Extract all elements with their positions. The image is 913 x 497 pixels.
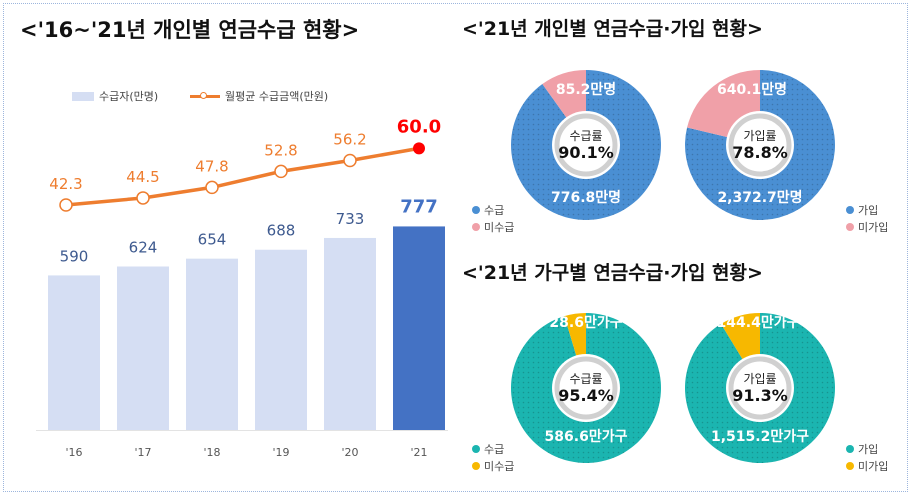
line-value-label: 42.3 bbox=[49, 175, 82, 193]
donut-minor-slice bbox=[721, 313, 760, 360]
donut-center-label: 가입률 bbox=[743, 129, 776, 143]
legend-household-pension-received: 수급 bbox=[472, 441, 504, 457]
line-point bbox=[274, 164, 288, 179]
legend-dot-teal bbox=[472, 445, 480, 453]
donut-minor-label: 144.4만가구 bbox=[717, 315, 800, 331]
donut-center-label: 수급률 bbox=[569, 129, 602, 143]
left-chart-title: <'16~'21년 개인별 연금수급 현황> bbox=[20, 18, 360, 42]
legend-dot-blue bbox=[846, 206, 854, 214]
legend-label: 미가입 bbox=[858, 221, 889, 234]
donut-major-label: 1,515.2만가구 bbox=[711, 429, 809, 445]
x-tick-label: '17 bbox=[134, 446, 151, 459]
legend-label: 가입 bbox=[858, 204, 879, 217]
donut-minor-slice bbox=[542, 70, 586, 119]
donut-minor-label: 85.2만명 bbox=[556, 81, 616, 98]
legend-bar: 수급자(만명) bbox=[72, 88, 158, 104]
line-point bbox=[413, 142, 425, 155]
donut-center-ring bbox=[554, 356, 618, 420]
line-value-label: 44.5 bbox=[126, 168, 159, 186]
bar-value-label: 590 bbox=[60, 247, 89, 265]
line-point bbox=[343, 153, 357, 168]
donut-center-value: 90.1% bbox=[558, 143, 614, 162]
legend-line-label: 월평균 수급금액(만원) bbox=[225, 90, 329, 103]
legend-household-enrolled: 가입 bbox=[846, 441, 878, 457]
bar bbox=[324, 237, 376, 430]
line-series bbox=[65, 146, 420, 207]
household-donut-title: <'21년 가구별 연금수급·가입 현황> bbox=[462, 262, 763, 284]
bar-value-label: 733 bbox=[336, 210, 365, 228]
legend-individual-pension-unreceived: 미수급 bbox=[472, 219, 514, 235]
line-point bbox=[136, 191, 150, 205]
donut-center-ring bbox=[554, 113, 618, 177]
donut-center-value: 95.4% bbox=[558, 386, 614, 405]
legend-individual-unenrolled: 미가입 bbox=[846, 219, 888, 235]
x-tick-label: '19 bbox=[272, 446, 289, 459]
line-value-label: 52.8 bbox=[264, 141, 297, 159]
donut-major-label: 586.6만가구 bbox=[545, 429, 628, 445]
figure-frame bbox=[3, 3, 908, 492]
bar bbox=[48, 275, 100, 430]
legend-household-pension-unreceived: 미수급 bbox=[472, 458, 514, 474]
bar-value-label: 777 bbox=[400, 196, 438, 217]
donut-minor-slice bbox=[687, 70, 760, 138]
legend-bar-swatch bbox=[72, 91, 94, 101]
legend-dot-teal bbox=[846, 445, 854, 453]
legend-label: 가입 bbox=[858, 443, 879, 456]
x-tick-label: '16 bbox=[65, 446, 82, 459]
bar bbox=[255, 249, 307, 430]
legend-individual-enrolled: 가입 bbox=[846, 202, 878, 218]
x-tick-label: '18 bbox=[203, 446, 220, 459]
legend-label: 미가입 bbox=[858, 460, 889, 473]
x-tick-label: '21 bbox=[410, 446, 427, 459]
bar bbox=[117, 266, 169, 430]
bar bbox=[393, 226, 445, 430]
donut-center-ring bbox=[728, 113, 792, 177]
donut-center-label: 수급률 bbox=[569, 372, 602, 386]
donut-center-value: 91.3% bbox=[732, 386, 788, 405]
legend-dot-blue bbox=[472, 206, 480, 214]
line-value-label: 47.8 bbox=[195, 157, 228, 175]
legend-label: 미수급 bbox=[484, 221, 515, 234]
donut-major-slice bbox=[685, 70, 835, 220]
legend-line: 월평균 수급금액(만원) bbox=[190, 88, 328, 104]
line-value-label: 60.0 bbox=[397, 116, 441, 137]
donut-center-label: 가입률 bbox=[743, 372, 776, 386]
donut-minor-slice bbox=[564, 313, 586, 357]
legend-dot-pink bbox=[846, 223, 854, 231]
donut-minor-label: 640.1만명 bbox=[717, 81, 787, 98]
donut-major-slice bbox=[685, 313, 835, 463]
x-tick-label: '20 bbox=[341, 446, 358, 459]
legend-label: 수급 bbox=[484, 204, 505, 217]
donut-major-label: 2,372.7만명 bbox=[717, 189, 802, 206]
donut-major-label: 776.8만명 bbox=[551, 189, 621, 206]
legend-dot-yellow bbox=[472, 462, 480, 470]
bar bbox=[186, 258, 238, 430]
combo-chart: 590 '16 624 '17 654 '18 688 '19 733 '20 777 '21 42.3… bbox=[36, 116, 448, 459]
donut-center-ring bbox=[728, 356, 792, 420]
legend-individual-pension-received: 수급 bbox=[472, 202, 504, 218]
donut-center-value: 78.8% bbox=[732, 143, 788, 162]
individual-donut-title: <'21년 개인별 연금수급·가입 현황> bbox=[462, 18, 763, 40]
donut-major-slice bbox=[511, 313, 661, 463]
legend-bar-label: 수급자(만명) bbox=[99, 90, 159, 103]
legend-label: 수급 bbox=[484, 443, 505, 456]
legend-dot-pink bbox=[472, 223, 480, 231]
donut-minor-label: 28.6만가구 bbox=[549, 315, 622, 331]
legend-dot-yellow bbox=[846, 462, 854, 470]
line-value-label: 56.2 bbox=[333, 131, 366, 149]
line-point bbox=[205, 180, 219, 195]
legend-household-unenrolled: 미가입 bbox=[846, 458, 888, 474]
donut-major-slice bbox=[511, 70, 661, 220]
bar-value-label: 654 bbox=[198, 231, 227, 249]
line-point bbox=[59, 198, 73, 212]
bar-value-label: 688 bbox=[267, 222, 296, 240]
legend-label: 미수급 bbox=[484, 460, 515, 473]
bar-value-label: 624 bbox=[129, 239, 158, 257]
legend-line-swatch bbox=[190, 91, 220, 99]
